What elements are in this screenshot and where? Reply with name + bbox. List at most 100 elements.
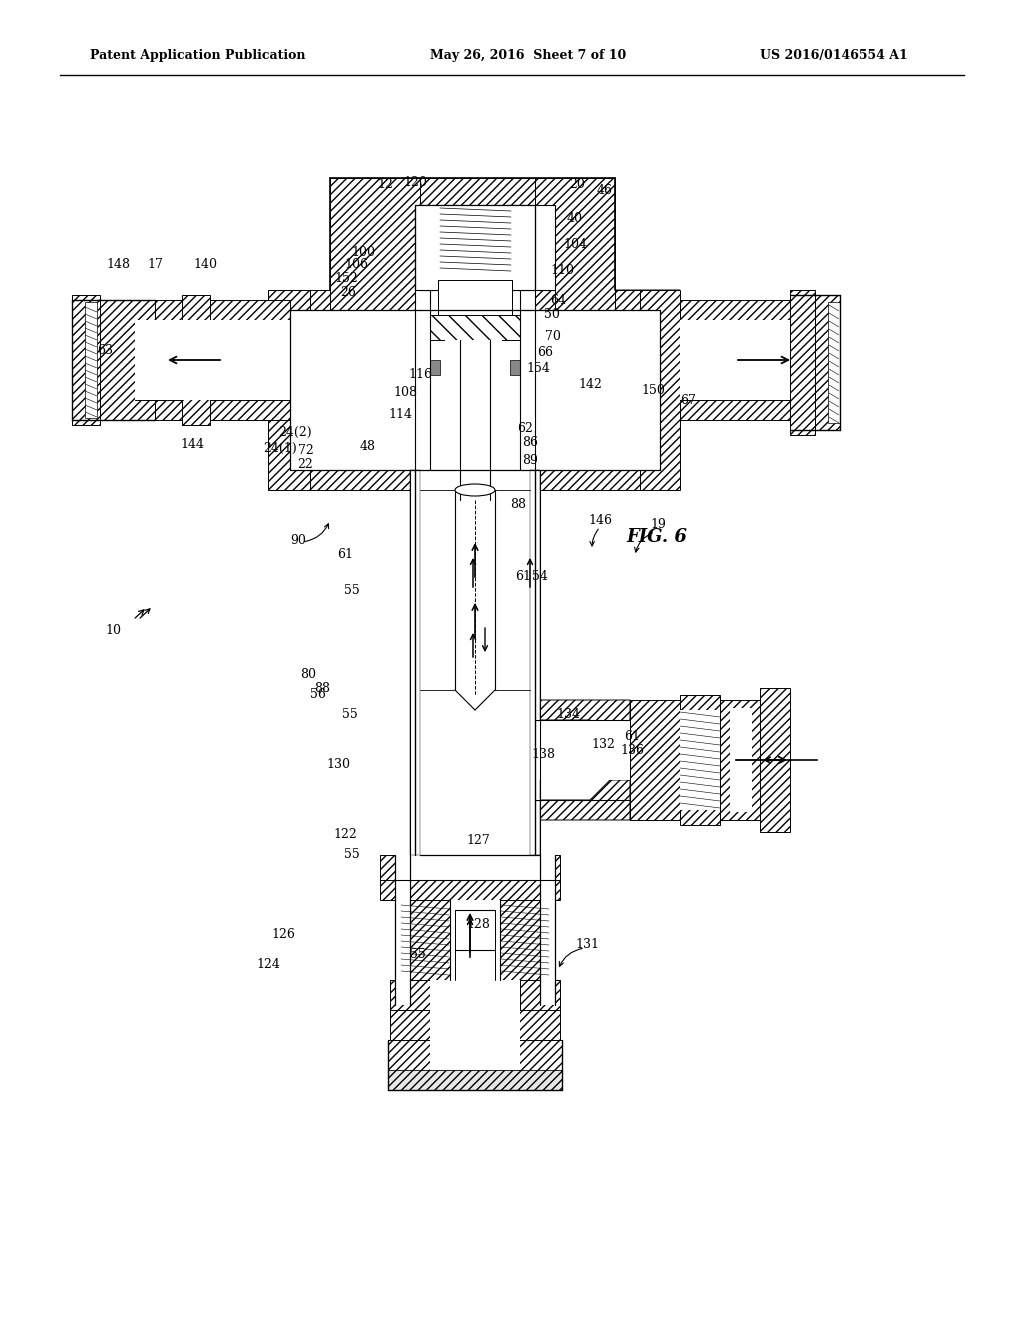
Text: 89: 89 bbox=[522, 454, 538, 466]
Text: 110: 110 bbox=[550, 264, 574, 277]
Text: 88: 88 bbox=[510, 499, 526, 511]
Text: 86: 86 bbox=[522, 436, 538, 449]
Polygon shape bbox=[380, 880, 560, 900]
Bar bbox=[430, 315, 520, 341]
Polygon shape bbox=[540, 855, 560, 880]
Polygon shape bbox=[330, 178, 420, 310]
Text: 10: 10 bbox=[105, 623, 121, 636]
Polygon shape bbox=[310, 470, 415, 490]
Polygon shape bbox=[155, 300, 290, 319]
Polygon shape bbox=[72, 300, 155, 420]
Text: 61: 61 bbox=[624, 730, 640, 742]
Text: 54: 54 bbox=[532, 569, 548, 582]
Ellipse shape bbox=[455, 484, 495, 496]
Bar bbox=[430, 360, 440, 375]
Polygon shape bbox=[760, 688, 790, 832]
Text: 24(1): 24(1) bbox=[263, 441, 297, 454]
Text: 154: 154 bbox=[526, 362, 550, 375]
Text: Patent Application Publication: Patent Application Publication bbox=[90, 49, 305, 62]
Polygon shape bbox=[630, 700, 680, 820]
Polygon shape bbox=[400, 900, 450, 979]
Polygon shape bbox=[790, 290, 815, 436]
Polygon shape bbox=[310, 290, 415, 310]
Text: 130: 130 bbox=[326, 759, 350, 771]
Polygon shape bbox=[535, 178, 615, 310]
Bar bbox=[420, 205, 555, 290]
Text: 61: 61 bbox=[337, 549, 353, 561]
Polygon shape bbox=[535, 290, 640, 310]
Text: 140: 140 bbox=[193, 259, 217, 272]
Polygon shape bbox=[520, 979, 560, 1010]
Text: 136: 136 bbox=[620, 743, 644, 756]
Text: 50: 50 bbox=[544, 309, 560, 322]
Polygon shape bbox=[680, 300, 790, 319]
Polygon shape bbox=[388, 1040, 562, 1090]
Polygon shape bbox=[268, 290, 310, 490]
Text: 66: 66 bbox=[537, 346, 553, 359]
Polygon shape bbox=[815, 294, 840, 430]
Text: 128: 128 bbox=[466, 919, 489, 932]
Text: 12: 12 bbox=[377, 178, 393, 191]
Text: 26: 26 bbox=[340, 285, 356, 298]
Text: 55: 55 bbox=[411, 949, 426, 961]
Bar bbox=[430, 395, 520, 414]
Polygon shape bbox=[535, 700, 630, 741]
Text: 72: 72 bbox=[298, 445, 314, 458]
Polygon shape bbox=[680, 400, 790, 420]
Polygon shape bbox=[680, 696, 720, 825]
Text: 40: 40 bbox=[567, 211, 583, 224]
Polygon shape bbox=[390, 979, 430, 1010]
Text: 56: 56 bbox=[310, 689, 326, 701]
Bar bbox=[395, 855, 410, 1005]
Polygon shape bbox=[535, 780, 630, 820]
Text: May 26, 2016  Sheet 7 of 10: May 26, 2016 Sheet 7 of 10 bbox=[430, 49, 627, 62]
Text: 24(2): 24(2) bbox=[279, 425, 312, 438]
Bar bbox=[430, 979, 520, 1040]
Bar bbox=[155, 319, 290, 400]
Text: 114: 114 bbox=[388, 408, 412, 421]
Text: 48: 48 bbox=[360, 441, 376, 454]
Polygon shape bbox=[615, 290, 680, 310]
Bar bbox=[540, 855, 555, 1005]
Text: 55: 55 bbox=[344, 849, 359, 862]
Text: 108: 108 bbox=[393, 387, 417, 400]
Text: 100: 100 bbox=[351, 247, 375, 260]
Polygon shape bbox=[438, 341, 502, 376]
Text: 61: 61 bbox=[515, 569, 531, 582]
Text: 70: 70 bbox=[545, 330, 561, 343]
Polygon shape bbox=[390, 1010, 560, 1040]
Bar bbox=[535, 719, 630, 780]
Polygon shape bbox=[790, 294, 815, 430]
Bar bbox=[430, 1040, 520, 1090]
Polygon shape bbox=[500, 900, 550, 979]
Text: 80: 80 bbox=[300, 668, 316, 681]
Text: 67: 67 bbox=[680, 393, 696, 407]
Text: 17: 17 bbox=[147, 259, 163, 272]
Text: 122: 122 bbox=[333, 829, 357, 842]
Bar bbox=[438, 280, 512, 315]
Polygon shape bbox=[720, 700, 760, 820]
Text: 142: 142 bbox=[579, 379, 602, 392]
Text: 20: 20 bbox=[569, 178, 585, 191]
Bar bbox=[388, 1071, 562, 1090]
Bar bbox=[410, 470, 420, 855]
Text: 134: 134 bbox=[556, 709, 580, 722]
Bar bbox=[730, 708, 752, 812]
Text: US 2016/0146554 A1: US 2016/0146554 A1 bbox=[760, 49, 907, 62]
Text: 55: 55 bbox=[344, 583, 359, 597]
Text: 152: 152 bbox=[334, 272, 357, 285]
Polygon shape bbox=[182, 294, 210, 425]
Polygon shape bbox=[72, 294, 100, 425]
Text: 19: 19 bbox=[650, 519, 666, 532]
Polygon shape bbox=[520, 370, 535, 395]
Polygon shape bbox=[380, 855, 410, 880]
Text: 64: 64 bbox=[550, 294, 566, 308]
Bar bbox=[85, 302, 97, 418]
Text: FIG. 6: FIG. 6 bbox=[627, 528, 687, 546]
Text: 148: 148 bbox=[106, 259, 130, 272]
Text: 146: 146 bbox=[588, 513, 612, 527]
Text: 116: 116 bbox=[408, 367, 432, 380]
Bar bbox=[680, 319, 790, 400]
Text: 90: 90 bbox=[290, 533, 306, 546]
Text: 127: 127 bbox=[466, 833, 489, 846]
